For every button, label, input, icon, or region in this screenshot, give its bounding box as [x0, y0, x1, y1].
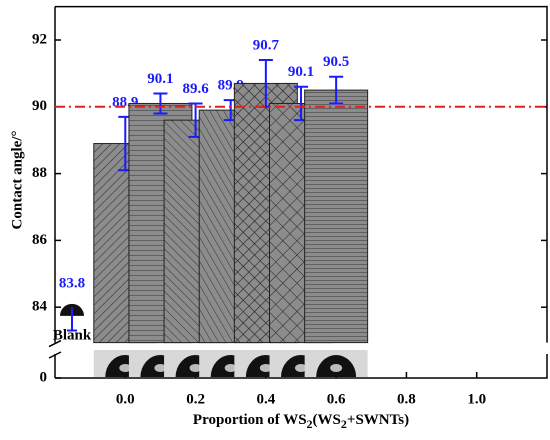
y-tick-label: 90	[32, 98, 47, 114]
x-tick-label: 1.0	[467, 391, 486, 407]
x-tick-label: 0.4	[256, 391, 275, 407]
y-tick-label: 0	[40, 369, 48, 385]
droplet-highlight	[224, 364, 237, 372]
y-tick-label: 92	[32, 31, 47, 47]
x-tick-label: 0.6	[327, 391, 346, 407]
droplet-highlight	[154, 364, 167, 372]
blank-value-label: 83.8	[59, 275, 85, 291]
x-axis-title: Proportion of WS2(WS2+SWNTs)	[193, 412, 409, 430]
value-label: 90.1	[288, 64, 314, 80]
bar	[304, 89, 369, 344]
droplet-highlight	[330, 364, 343, 372]
x-tick-label: 0.2	[186, 391, 205, 407]
axis-break	[48, 339, 62, 359]
droplet-highlight	[295, 364, 307, 372]
error-bar	[329, 75, 344, 105]
x-title-sub: 2	[307, 417, 313, 431]
droplet-highlight	[119, 364, 132, 372]
x-tick-label: 0.0	[116, 391, 135, 407]
x-title-part: +SWNTs)	[347, 412, 409, 428]
blank-label: Blank	[53, 327, 92, 343]
error-bar	[153, 92, 168, 115]
value-label: 90.7	[253, 37, 280, 53]
y-axis-title: Contact angle/°	[9, 131, 25, 230]
x-title-part: Proportion of WS	[193, 412, 307, 428]
y-tick-label: 88	[32, 165, 47, 181]
droplet-highlight	[189, 364, 202, 372]
value-label: 89.6	[182, 81, 209, 97]
value-label: 90.5	[323, 54, 349, 70]
x-tick-label: 0.8	[397, 391, 416, 407]
blank-error-bar	[67, 307, 77, 332]
x-axis	[55, 5, 548, 379]
value-label: 90.1	[147, 71, 173, 87]
x-title-part: (WS	[313, 412, 341, 428]
y-tick-label: 84	[32, 299, 48, 315]
droplet-highlight	[259, 364, 272, 372]
y-tick-label: 86	[32, 232, 48, 248]
x-title-sub: 2	[341, 417, 347, 431]
